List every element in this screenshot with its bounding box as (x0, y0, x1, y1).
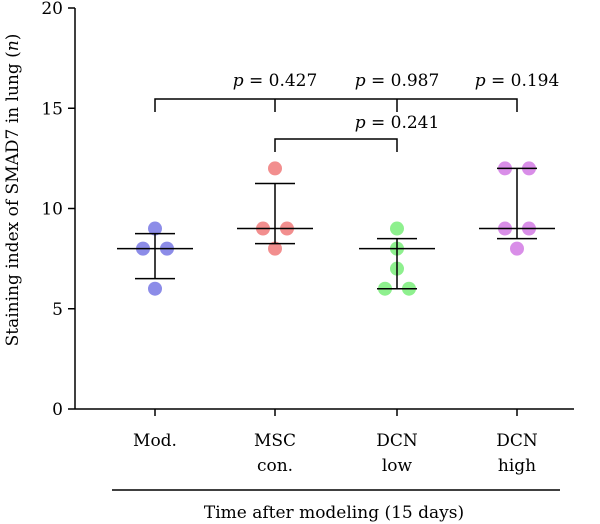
p-value-label: p = 0.987 (355, 71, 440, 91)
x-tick-label: DCN (376, 431, 418, 451)
y-tick-label: 10 (41, 200, 63, 220)
data-point (390, 221, 404, 236)
x-tick-label: Mod. (133, 431, 177, 451)
bracket-mod-vs-all (154, 98, 518, 112)
y-axis: 0 5 10 15 20 (41, 0, 76, 420)
x-axis: Mod. MSC con. DCN low DCN high (75, 408, 574, 491)
bracket-msc-vs-dcnlow (274, 138, 398, 152)
y-tick-label: 0 (52, 400, 63, 420)
x-tick-label: con. (257, 456, 293, 476)
data-points (136, 161, 536, 296)
p-value-label: p = 0.427 (233, 71, 318, 91)
x-tick-label: low (382, 456, 413, 476)
y-tick-label: 5 (52, 300, 63, 320)
p-value-label: p = 0.241 (355, 113, 440, 133)
error-bars (117, 167, 555, 290)
p-value-label: p = 0.194 (475, 71, 560, 91)
data-point (268, 161, 282, 176)
y-tick-label: 15 (41, 99, 63, 119)
x-tick-label: DCN (496, 431, 538, 451)
x-axis-label: Time after modeling (15 days) (204, 503, 464, 523)
significance-brackets: p = 0.427 p = 0.987 p = 0.194 p = 0.241 (154, 71, 560, 152)
x-tick-label: MSC (254, 431, 296, 451)
y-axis-label: Staining index of SMAD7 in lung (n) (3, 34, 23, 347)
data-point (148, 221, 162, 236)
data-point (148, 281, 162, 296)
y-tick-label: 20 (41, 0, 63, 19)
x-tick-label: high (498, 456, 536, 476)
data-point (268, 241, 282, 256)
data-point (510, 241, 524, 256)
